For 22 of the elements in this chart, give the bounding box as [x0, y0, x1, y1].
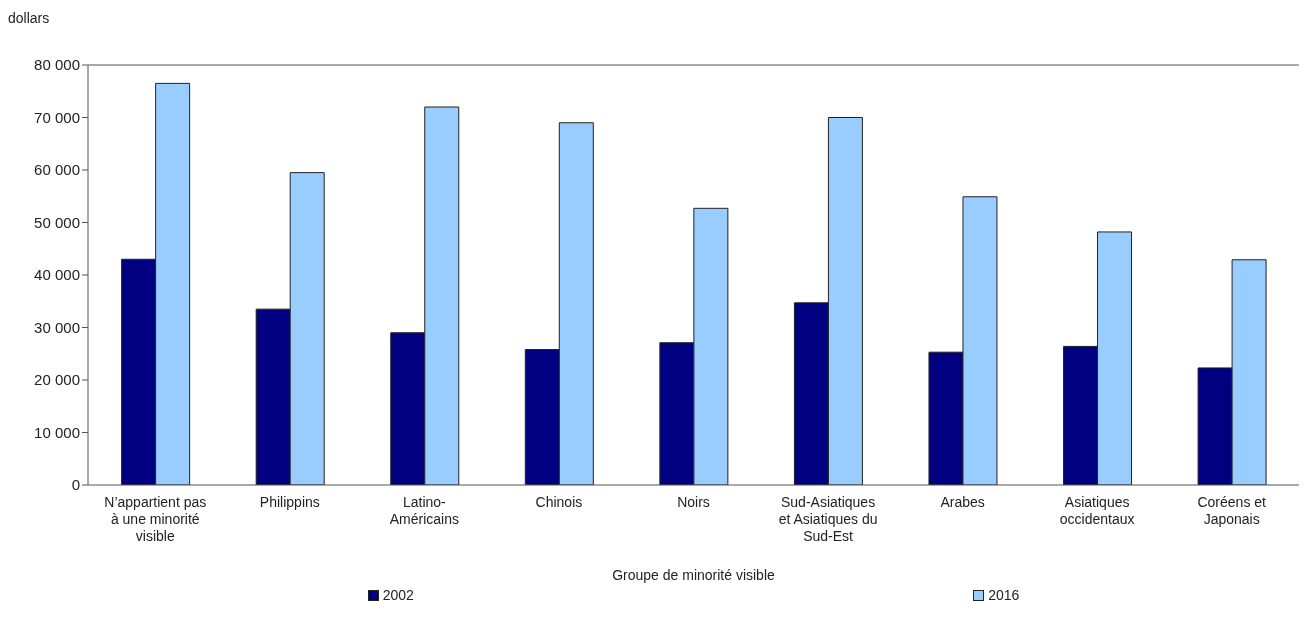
y-tick-label: 30 000 [34, 318, 80, 336]
y-tick-label: 50 000 [34, 213, 80, 231]
x-tick-label: Noirs [677, 494, 710, 510]
y-tick-label: 0 [71, 476, 80, 494]
legend-label: 2002 [381, 587, 414, 603]
y-tick-label: 40 000 [34, 266, 80, 284]
y-tick-label: 80 000 [34, 56, 80, 74]
x-tick-label: Sud-Asiatiques et Asiatiques du Sud-Est [778, 494, 878, 544]
x-tick-label: N’appartient pas à une minorité visible [104, 494, 207, 544]
x-tick-label: Philippins [259, 494, 320, 510]
y-tick-label: 10 000 [34, 423, 80, 441]
legend-label: 2016 [987, 587, 1020, 603]
x-axis-title: Groupe de minorité visible [611, 567, 776, 583]
y-tick-label: 70 000 [34, 108, 80, 126]
x-tick-label: Latino-Américains [389, 494, 460, 527]
y-tick-label: 60 000 [34, 161, 80, 179]
y-axis-title: dollars [8, 9, 51, 28]
x-tick-label: Arabes [940, 494, 985, 510]
x-tick-label: Asiatiques occidentaux [1059, 494, 1135, 527]
x-tick-label: Chinois [535, 494, 583, 510]
x-tick-label: Coréens et Japonais [1197, 494, 1267, 527]
y-tick-label: 20 000 [34, 371, 80, 389]
